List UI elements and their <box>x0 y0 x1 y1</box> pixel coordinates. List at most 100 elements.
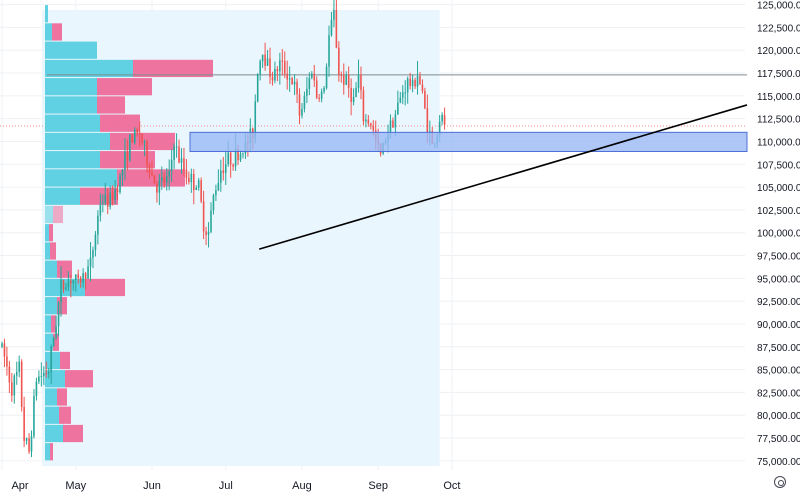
price-tick-label: 102,500.00 <box>757 206 800 217</box>
candle-body <box>347 75 350 88</box>
candle-body <box>441 114 443 122</box>
volume-profile-down-bar <box>53 205 63 224</box>
candle-body <box>183 158 185 170</box>
candle-body <box>421 84 424 92</box>
support-zone-rectangle[interactable] <box>189 131 748 152</box>
volume-profile-up-bar <box>45 333 53 351</box>
candle-body <box>424 91 426 109</box>
candle-body <box>404 92 407 94</box>
candle-body <box>178 146 180 163</box>
candle-body <box>313 73 316 81</box>
candle-body <box>345 75 348 85</box>
candle-body <box>57 302 60 327</box>
volume-profile-down-bar <box>52 23 62 41</box>
candle-body <box>188 177 190 183</box>
candle-body <box>148 165 151 174</box>
candle-body <box>355 87 357 97</box>
price-axis[interactable]: 125,000.00 122,500.00 120,000.00 117,500.00… <box>757 1 800 468</box>
trendline[interactable] <box>259 104 748 250</box>
candle-body <box>161 177 163 181</box>
volume-profile-down-bar <box>100 114 140 132</box>
candle-body <box>288 78 291 80</box>
volume-profile-down-bar <box>59 406 71 424</box>
price-tick-label: 125,000.00 <box>757 1 800 12</box>
candle-body <box>35 381 38 396</box>
candle-body <box>38 376 40 382</box>
volume-profile-up-bar <box>45 388 57 406</box>
price-tick-label: 105,000.00 <box>757 183 800 194</box>
candle-body <box>350 87 352 102</box>
chart-settings-icon[interactable] <box>774 476 786 488</box>
candle-body <box>352 96 355 102</box>
volume-profile-up-bar <box>45 187 80 205</box>
candle-body <box>291 78 293 85</box>
price-tick-label: 85,000.00 <box>757 366 800 377</box>
price-tick-label: 82,500.00 <box>757 388 800 399</box>
candle-body <box>340 74 343 76</box>
volume-profile-up-bar <box>45 41 97 59</box>
candle-body <box>365 119 367 122</box>
candle-body <box>205 231 207 235</box>
candle-body <box>200 180 202 202</box>
volume-profile-down-bar <box>50 242 56 260</box>
price-tick-label: 110,000.00 <box>757 137 800 148</box>
price-tick-label: 95,000.00 <box>757 274 800 285</box>
candle-body <box>175 146 178 148</box>
candle-body <box>281 60 284 62</box>
candle-body <box>97 215 99 235</box>
month-tick-label: May <box>65 480 86 492</box>
candle-body <box>318 97 320 99</box>
price-tick-label: 90,000.00 <box>757 320 800 331</box>
candle-body <box>234 148 237 167</box>
candle-body <box>261 54 264 62</box>
candle-body <box>114 189 116 200</box>
volume-profile-up-bar <box>45 224 49 242</box>
candle-body <box>20 361 23 408</box>
candle-body <box>6 356 8 367</box>
candle-body <box>254 101 257 139</box>
candle-body <box>52 337 55 347</box>
candle-body <box>23 407 25 441</box>
candle-body <box>45 372 48 374</box>
candle-body <box>170 159 173 172</box>
candle-body <box>409 78 411 87</box>
candle-body <box>102 202 104 204</box>
volume-profile-up-bar <box>45 351 60 370</box>
price-tick-label: 87,500.00 <box>757 343 800 354</box>
candle-body <box>266 58 269 66</box>
volume-profile-down-bar <box>65 370 93 388</box>
volume-profile-down-bar <box>85 278 125 297</box>
candle-body <box>99 203 102 216</box>
candle-body <box>136 129 139 133</box>
price-tick-label: 107,500.00 <box>757 160 800 171</box>
candle-body <box>173 146 175 160</box>
candle-body <box>126 151 129 161</box>
candle-body <box>239 153 242 161</box>
candle-body <box>274 68 276 81</box>
volume-profile-down-bar <box>97 78 152 96</box>
candle-body <box>301 108 303 116</box>
volume-profile-down-bar <box>57 297 67 315</box>
candle-body <box>315 80 318 98</box>
candle-body <box>416 76 419 87</box>
volume-profile-up-bar <box>45 5 48 23</box>
price-tick-label: 75,000.00 <box>757 457 800 468</box>
candle-body <box>133 129 136 143</box>
candle-body <box>18 361 21 372</box>
candle-body <box>1 343 3 347</box>
candle-body <box>389 120 392 134</box>
candle-body <box>276 68 279 72</box>
candle-body <box>94 234 97 251</box>
candle-body <box>111 192 114 200</box>
candle-body <box>82 273 84 283</box>
candle-body <box>67 280 70 288</box>
candle-body <box>210 210 212 232</box>
candle-body <box>129 134 131 161</box>
candle-body <box>141 133 143 143</box>
candle-body <box>77 274 80 278</box>
price-tick-label: 100,000.00 <box>757 229 800 240</box>
candle-body <box>47 371 50 374</box>
time-axis[interactable]: Apr May Jun Jul Aug Sep Oct <box>11 480 460 492</box>
candle-body <box>153 175 156 184</box>
